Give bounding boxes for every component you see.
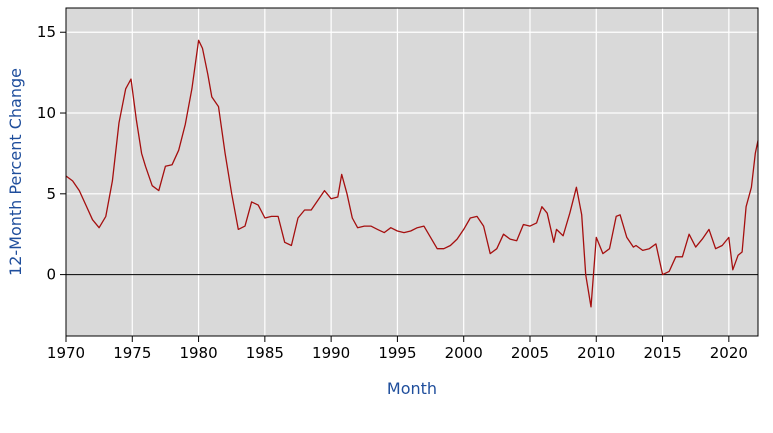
y-axis-title: 12-Month Percent Change [6, 68, 25, 276]
x-axis-title: Month [387, 379, 437, 398]
y-tick-label-0: 0 [46, 266, 56, 284]
x-tick-label-2010: 2010 [577, 344, 615, 362]
x-tick-label-1980: 1980 [179, 344, 217, 362]
y-tick-label-15: 15 [37, 23, 56, 41]
x-tick-label-1995: 1995 [378, 344, 416, 362]
series-line-0 [65, 39, 759, 308]
series-group [65, 39, 759, 308]
y-tick-label-10: 10 [37, 104, 56, 122]
x-tick-label-1985: 1985 [246, 344, 284, 362]
grid-lines [65, 8, 758, 336]
x-tick-label-2020: 2020 [710, 344, 748, 362]
x-tick-label-1990: 1990 [312, 344, 350, 362]
y-tick-label-5: 5 [46, 185, 56, 203]
plot-frame [65, 7, 759, 337]
x-tick-label-2000: 2000 [445, 344, 483, 362]
x-tick-label-1970: 1970 [47, 344, 85, 362]
x-axis: 1970 1975 1980 1985 1990 1995 2000 2005 2010 2015… [47, 336, 748, 362]
x-tick-label-2015: 2015 [643, 344, 681, 362]
x-tick-label-1975: 1975 [113, 344, 151, 362]
x-tick-label-2005: 2005 [511, 344, 549, 362]
y-axis: 0 5 10 15 [37, 23, 66, 284]
plot-area [66, 8, 758, 336]
